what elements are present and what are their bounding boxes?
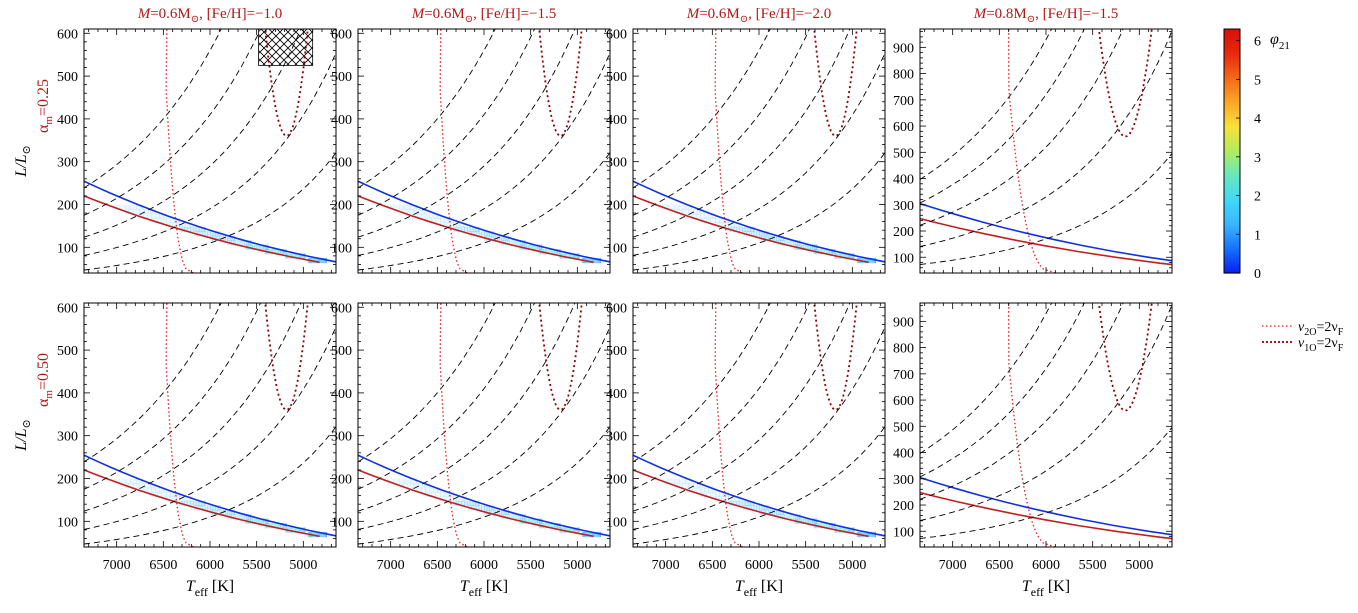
period-line <box>358 29 576 238</box>
period-line <box>84 29 302 238</box>
period-line <box>358 52 610 256</box>
period-line <box>358 152 610 271</box>
period-line <box>84 29 262 216</box>
row-label: αm=0.25 <box>35 79 55 133</box>
y-tick-label: 500 <box>331 70 352 85</box>
empty-region <box>532 29 568 66</box>
panel-plot-area <box>633 29 885 273</box>
panels-group: 100 200 300 400 500 600 M=0.6M⊙, [Fe/H]=−1.0 L/… <box>13 6 1173 599</box>
y-tick-label: 200 <box>331 199 352 214</box>
period-lines <box>84 29 336 271</box>
period-line <box>84 52 336 256</box>
nu2O-curve <box>165 29 194 273</box>
y-tick-label: 100 <box>57 241 78 256</box>
panel-title: M=0.6M⊙, [Fe/H]=−1.0 <box>137 6 283 25</box>
y-tick-label: 400 <box>331 113 352 128</box>
y-tick-label: 300 <box>331 156 352 171</box>
heatmap-cells <box>387 204 601 264</box>
blue-edge-line <box>84 180 336 263</box>
y-tick-label: 500 <box>57 70 78 85</box>
panel-plot-area <box>358 29 610 273</box>
period-line <box>84 29 222 189</box>
panel-plot-area <box>84 29 336 273</box>
y-tick-label: 100 <box>331 241 352 256</box>
period-line <box>84 152 336 271</box>
y-tick-label: 300 <box>57 156 78 171</box>
y-tick-label: 400 <box>57 113 78 128</box>
y-tick-label: 600 <box>57 27 78 42</box>
nu2O-curve <box>439 29 468 273</box>
y-axis-label: L/L⊙ <box>13 145 33 177</box>
panel-title: M=0.6M⊙, [Fe/H]=−1.5 <box>411 6 557 25</box>
period-line <box>358 29 536 216</box>
panel-row1-col1: 100 200 300 400 500 600 M=0.6M⊙, [Fe/H]=−1.0 L/… <box>13 6 337 274</box>
period-lines <box>358 29 610 271</box>
y-tick-label: 600 <box>331 27 352 42</box>
period-line <box>358 29 496 189</box>
y-tick-label: 200 <box>57 199 78 214</box>
red-edge-line <box>84 195 320 264</box>
red-edge-line <box>358 195 594 264</box>
blue-edge-line <box>358 180 610 263</box>
panel-row1-col2: 100 200 300 400 500 600 M=0.6M⊙, [Fe/H]=−1.5 <box>331 6 611 274</box>
